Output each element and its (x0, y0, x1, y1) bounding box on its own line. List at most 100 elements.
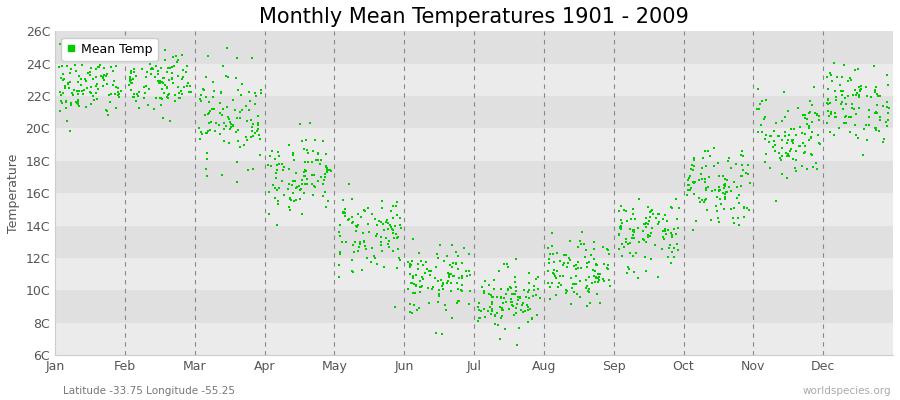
Point (661, 254, 675, 260)
Point (310, 157, 325, 163)
Point (853, 87, 868, 93)
Point (89, 74, 104, 81)
Point (481, 308, 495, 314)
Point (685, 167, 699, 174)
Point (194, 131, 209, 138)
Point (346, 269, 360, 275)
Point (75, 88, 89, 94)
Point (175, 52, 189, 58)
Point (244, 134, 258, 141)
Point (388, 223, 402, 230)
Point (641, 232, 655, 238)
Point (407, 280, 421, 287)
Point (797, 148, 812, 155)
Point (389, 231, 403, 237)
Point (202, 127, 216, 134)
Point (289, 197, 303, 203)
Point (140, 69, 154, 75)
Point (848, 122, 862, 128)
Point (557, 260, 572, 266)
Point (86, 97, 101, 104)
Point (451, 253, 465, 259)
Point (220, 45, 234, 51)
Point (437, 258, 452, 265)
Point (797, 150, 812, 156)
Point (262, 189, 276, 196)
Point (648, 214, 662, 221)
Point (580, 264, 595, 271)
Point (488, 311, 502, 318)
Point (193, 96, 207, 102)
Point (100, 108, 114, 114)
Point (824, 70, 838, 76)
Point (671, 247, 686, 253)
Point (656, 234, 670, 240)
Point (345, 256, 359, 263)
Point (812, 140, 826, 146)
Point (762, 133, 777, 139)
Point (631, 224, 645, 231)
Point (698, 187, 713, 193)
Point (695, 176, 709, 182)
Point (249, 128, 264, 134)
Point (751, 86, 765, 92)
Point (180, 83, 194, 89)
Point (512, 294, 526, 300)
Point (488, 321, 502, 328)
Point (433, 242, 447, 248)
Point (351, 211, 365, 217)
Point (550, 250, 564, 256)
Point (112, 94, 126, 100)
Point (360, 255, 374, 261)
Point (158, 57, 172, 63)
Point (54, 92, 68, 98)
Point (766, 144, 780, 150)
Point (336, 196, 350, 203)
Point (868, 109, 883, 116)
Point (667, 226, 681, 232)
Point (541, 280, 555, 286)
Point (578, 253, 592, 260)
Point (194, 92, 208, 98)
Point (172, 95, 186, 101)
Point (451, 298, 465, 304)
Point (687, 180, 701, 186)
Point (716, 206, 731, 212)
Point (314, 157, 328, 163)
Point (142, 60, 157, 67)
Point (379, 219, 393, 226)
Point (700, 207, 715, 214)
Point (364, 211, 379, 217)
Point (570, 291, 584, 297)
Point (240, 137, 255, 143)
Point (667, 245, 681, 251)
Point (476, 306, 491, 312)
Point (741, 162, 755, 168)
Point (346, 242, 360, 248)
Point (62, 85, 77, 91)
Point (86, 93, 100, 99)
Point (296, 172, 310, 179)
Point (698, 199, 712, 205)
Point (70, 91, 85, 98)
Point (346, 219, 361, 225)
Point (111, 92, 125, 98)
Point (663, 242, 678, 248)
Point (551, 284, 565, 291)
Point (292, 121, 307, 127)
Point (224, 124, 238, 130)
Point (162, 90, 176, 97)
Point (318, 171, 332, 178)
Point (441, 270, 455, 277)
Point (421, 285, 436, 291)
Point (839, 113, 853, 119)
Point (625, 216, 639, 222)
Point (286, 152, 301, 158)
Point (416, 276, 430, 282)
Point (728, 161, 742, 167)
Point (173, 94, 187, 101)
Point (496, 300, 510, 306)
Point (704, 217, 718, 223)
Point (126, 94, 140, 100)
Point (132, 54, 147, 60)
